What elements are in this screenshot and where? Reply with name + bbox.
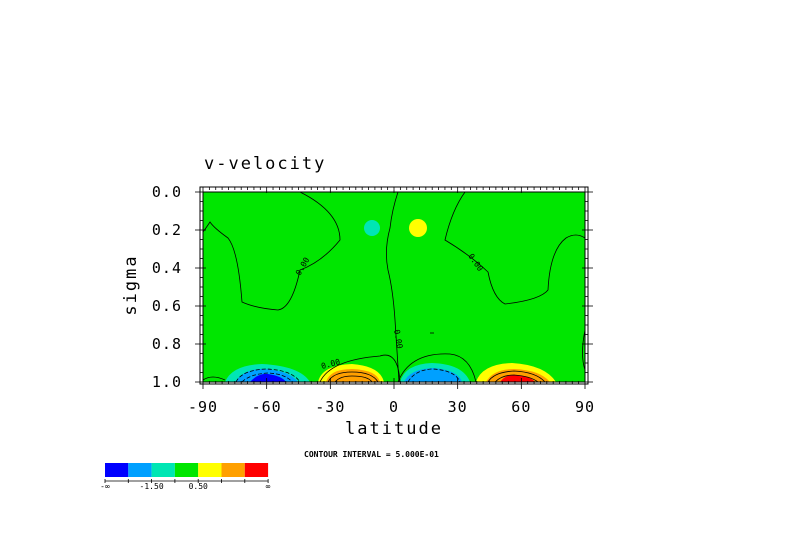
upper-negative-blob <box>364 220 380 236</box>
colorbar-swatch <box>244 463 269 477</box>
upper-positive-blob <box>409 219 427 237</box>
colorbar <box>104 463 269 483</box>
colorbar-swatch <box>221 463 245 477</box>
colorbar-swatch <box>105 463 129 477</box>
y-axis-label: sigma <box>121 254 141 315</box>
colorbar-swatch <box>151 463 175 477</box>
colorbar-swatch <box>198 463 222 477</box>
axes <box>195 186 593 389</box>
x-axis-label: latitude <box>345 419 443 439</box>
x-tick-label: 60 <box>511 398 531 416</box>
y-tick-label: 0.4 <box>152 259 182 277</box>
contour-label-3: 0.00 <box>392 329 404 350</box>
y-tick-labels: 0.0 0.2 0.4 0.6 0.8 1.0 <box>152 183 182 391</box>
x-tick-label: -60 <box>252 398 282 416</box>
contour-lines <box>202 191 586 383</box>
chart-title: v-velocity <box>204 154 326 174</box>
x-tick-label: -30 <box>315 398 345 416</box>
x-tick-label: 90 <box>575 398 595 416</box>
x-tick-label: 30 <box>448 398 468 416</box>
y-tick-label: 0.8 <box>152 335 182 353</box>
y-tick-label: 0.2 <box>152 221 182 239</box>
y-tick-label: 0.0 <box>152 183 182 201</box>
x-tick-label: 0 <box>389 398 399 416</box>
colorbar-tick-label: -∞ <box>100 482 110 491</box>
x-tick-labels: -90 -60 -30 0 30 60 90 <box>188 398 595 416</box>
deep-blue-core-sh <box>250 373 286 382</box>
colorbar-tick-label: -1.50 <box>140 482 164 491</box>
colorbar-tick-label: ∞ <box>266 482 271 491</box>
y-tick-label: 0.6 <box>152 297 182 315</box>
plot-area: 0.00 0.00 0.00 0.00 <box>202 191 586 383</box>
contour-interval-note: CONTOUR INTERVAL = 5.000E-01 <box>304 450 439 459</box>
colorbar-swatch <box>174 463 199 477</box>
colorbar-swatch <box>128 463 152 477</box>
plot-background <box>203 192 585 382</box>
red-positive-core-nh <box>500 374 535 382</box>
colorbar-tick-label: 0.50 <box>189 482 208 491</box>
x-tick-label: -90 <box>188 398 218 416</box>
y-tick-label: 1.0 <box>152 373 182 391</box>
colorbar-tick-labels: -∞ -1.50 0.50 ∞ <box>100 482 271 491</box>
